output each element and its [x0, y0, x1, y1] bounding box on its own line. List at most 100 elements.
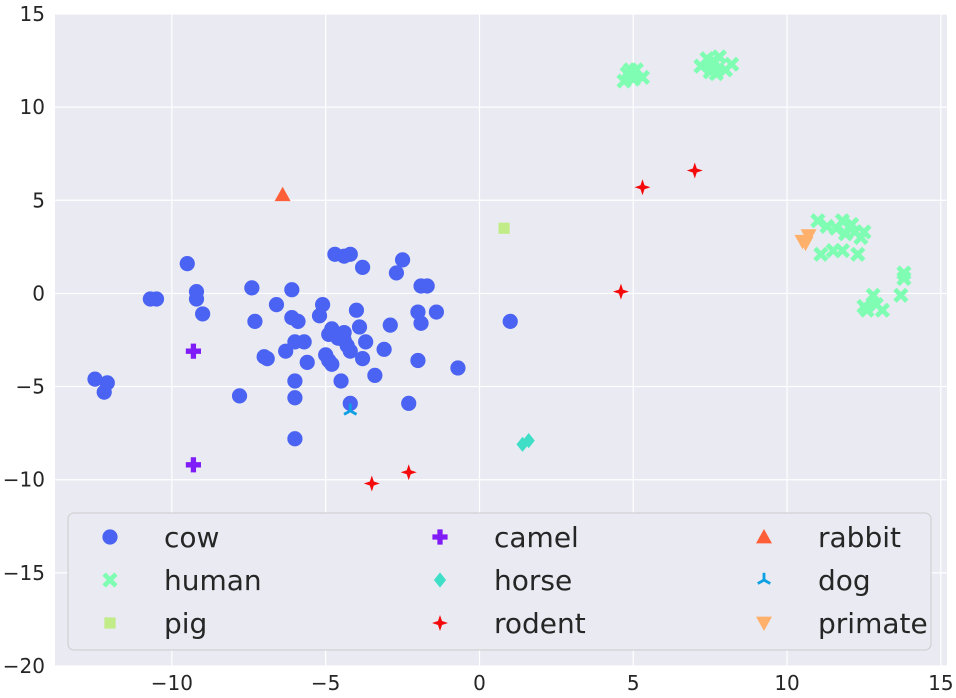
cow-point: [348, 302, 365, 318]
y-tick-label: 10: [20, 95, 45, 119]
legend-item-cow: cow: [102, 521, 219, 554]
x-tick-label: 5: [627, 671, 640, 695]
legend-marker-cow: [102, 529, 118, 545]
cow-point: [195, 306, 211, 322]
primate-point: [800, 229, 817, 244]
series-camel: [185, 343, 202, 473]
cow-point: [419, 278, 435, 294]
legend-item-horse: horse: [433, 564, 572, 597]
human-point: [810, 213, 826, 229]
legend-item-rodent: rodent: [432, 607, 586, 640]
cow-point: [410, 352, 426, 369]
cow-point: [299, 354, 315, 370]
series-pig: [498, 222, 510, 234]
cow-point: [358, 334, 374, 350]
rodent-point: [686, 162, 703, 179]
cow-point: [324, 356, 340, 372]
cow-point: [394, 252, 411, 268]
series-human: [616, 49, 912, 318]
human-point: [874, 302, 891, 318]
series-dog: [343, 403, 358, 416]
human-point: [896, 265, 912, 281]
legend-marker-rabbit: [756, 529, 772, 544]
cow-point: [287, 431, 303, 447]
cow-point: [179, 256, 195, 272]
cow-point: [342, 395, 358, 411]
x-tick-label: 15: [928, 671, 953, 695]
cow-point: [342, 246, 358, 262]
cow-point: [354, 259, 371, 275]
series-primate: [794, 229, 817, 252]
human-point: [834, 242, 851, 259]
series-rabbit: [274, 186, 291, 202]
y-tick-label: 5: [32, 188, 45, 212]
grid-lines: [55, 13, 947, 667]
cow-point: [231, 388, 248, 404]
cow-point: [287, 373, 303, 389]
human-point: [850, 246, 866, 262]
legend-label: dog: [818, 564, 871, 597]
legend-marker-rodent: [432, 615, 448, 631]
cow-point: [388, 265, 405, 281]
primate-point: [797, 236, 814, 252]
human-point: [625, 67, 641, 84]
cow-point: [382, 317, 398, 333]
legend-marker-pig: [104, 617, 116, 629]
x-tick-label: 0: [473, 671, 486, 695]
human-point: [724, 56, 740, 72]
y-axis-tick-labels: 15 10 5 0 −5 −10 −15 −20: [3, 2, 45, 678]
y-tick-label: 15: [20, 2, 45, 26]
legend-item-camel: camel: [432, 521, 579, 554]
cow-point: [333, 373, 349, 389]
cow-point: [247, 313, 263, 329]
human-point: [856, 224, 872, 240]
cow-point: [296, 334, 312, 350]
dog-point: [343, 403, 358, 416]
camel-point: [185, 457, 202, 473]
cow-point: [96, 384, 112, 400]
cow-point: [315, 297, 331, 313]
cow-point: [413, 315, 429, 331]
cow-point: [268, 297, 285, 313]
legend-label: rabbit: [818, 521, 901, 554]
legend: cow human pig camel horse rodent rabbit dog prim…: [67, 512, 932, 651]
legend-label: rodent: [494, 607, 586, 640]
human-point: [834, 213, 851, 229]
cow-point: [354, 351, 371, 367]
cow-point: [351, 319, 368, 335]
cow-point: [148, 291, 165, 307]
pig-point: [498, 222, 510, 234]
x-tick-label: −10: [151, 671, 193, 695]
legend-marker-human: [102, 572, 118, 588]
human-point: [705, 52, 721, 69]
legend-item-human: human: [102, 564, 262, 597]
cow-point: [450, 360, 466, 376]
cow-point: [259, 351, 275, 367]
cow-point: [287, 390, 303, 406]
human-point: [859, 302, 875, 318]
cow-point: [502, 313, 518, 329]
legend-marker-horse: [433, 572, 447, 588]
horse-point: [522, 432, 535, 449]
legend-item-dog: dog: [757, 564, 871, 597]
human-point: [865, 287, 881, 303]
y-tick-label: 0: [32, 281, 45, 305]
legend-label: human: [164, 564, 262, 597]
cow-point: [188, 291, 205, 307]
legend-marker-primate: [756, 616, 772, 631]
legend-item-rabbit: rabbit: [756, 521, 901, 554]
legend-label: camel: [494, 521, 579, 554]
cow-point: [401, 395, 417, 411]
cow-point: [428, 304, 445, 320]
legend-label: cow: [164, 521, 219, 554]
rodent-point: [400, 464, 417, 481]
x-tick-label: −5: [311, 671, 340, 695]
horse-point: [516, 436, 529, 452]
y-tick-label: −5: [16, 375, 45, 399]
cow-point: [278, 343, 294, 359]
cow-point: [87, 371, 103, 387]
legend-item-primate: primate: [756, 607, 928, 640]
rabbit-point: [274, 186, 291, 202]
series-horse: [516, 432, 535, 452]
